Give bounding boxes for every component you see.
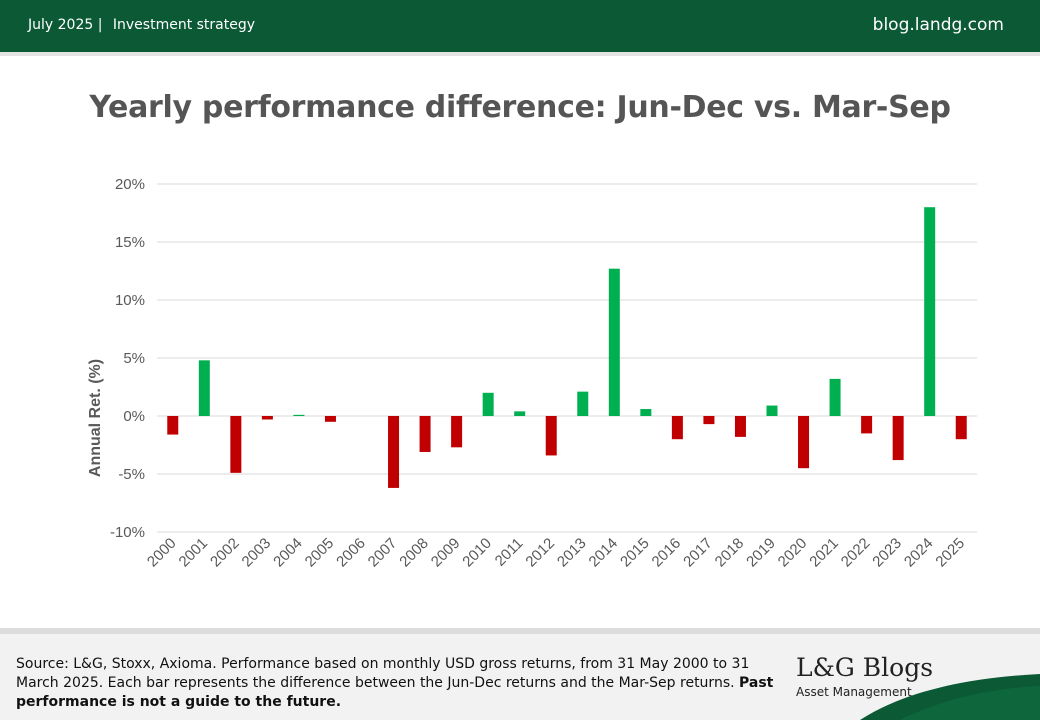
bar-2009 [451,416,463,448]
bar-2016 [671,416,683,440]
header-separator: | [97,17,103,33]
bar-2001 [198,360,210,416]
bar-layer [167,207,967,488]
x-tick-label: 2009 [428,535,464,571]
chart-title: Yearly performance difference: Jun-Dec v… [89,90,951,125]
bar-2019 [766,405,778,416]
x-tick-label: 2025 [932,535,968,571]
y-tick-label: -10% [110,524,145,541]
x-tick-label: 2010 [459,535,495,571]
label-layer: 20% 15% 10% 5% 0% -5% -10%20002001200220032004… [110,176,968,570]
bar-2023 [892,416,904,461]
source-text: Source: L&G, Stoxx, Axioma. Performance … [16,656,750,691]
x-tick-label: 2011 [492,535,527,570]
bar-2003 [261,416,273,420]
y-tick-label: 10% [115,292,145,309]
grid-layer [157,183,977,533]
bar-2018 [734,416,746,437]
disclaimer-text: Past performance is not a guide to the f… [16,675,774,710]
bar-2021 [829,378,841,416]
bar-2005 [324,416,336,422]
y-tick-label: 20% [115,176,145,193]
bar-2015 [640,409,652,416]
x-tick-label: 2016 [649,535,685,571]
bar-chart: 20% 15% 10% 5% 0% -5% -10%20002001200220032004… [87,176,977,570]
x-tick-label: 2001 [176,535,212,571]
bar-2017 [703,416,715,425]
bar-2002 [230,416,242,473]
bar-2024 [924,207,936,416]
bar-2012 [545,416,557,456]
bar-2000 [167,416,179,435]
bar-2013 [577,391,589,416]
footer-divider [0,628,1040,634]
x-tick-label: 2002 [207,535,243,571]
x-tick-label: 2008 [396,535,432,571]
header-site-link[interactable]: blog.landg.com [872,15,1004,35]
lg-blogs-logo: L&G Blogs Asset Management [796,653,934,700]
x-tick-label: 2019 [743,535,779,571]
header-bar: July 2025 | Investment strategy blog.lan… [0,0,1040,52]
x-tick-label: 2006 [333,535,369,571]
logo-swoosh-icon [860,674,1040,720]
x-tick-label: 2007 [365,535,401,571]
y-tick-label: -5% [118,466,145,483]
x-tick-label: 2021 [806,535,842,571]
x-tick-label: 2018 [712,535,748,571]
x-tick-label: 2017 [680,535,716,571]
bar-2020 [798,416,810,469]
x-tick-label: 2000 [144,535,180,571]
header-date: July 2025 [28,17,94,33]
y-tick-label: 0% [123,408,145,425]
x-tick-label: 2024 [901,535,937,571]
x-tick-label: 2015 [617,535,653,571]
x-tick-label: 2013 [554,535,590,571]
bar-2007 [388,416,400,488]
footer: Source: L&G, Stoxx, Axioma. Performance … [0,634,1040,720]
x-tick-label: 2003 [239,535,275,571]
x-tick-label: 2020 [775,535,811,571]
source-note: Source: L&G, Stoxx, Axioma. Performance … [16,655,786,712]
y-tick-label: 5% [123,350,145,367]
header-breadcrumb: July 2025 | Investment strategy [28,17,255,33]
bar-2004 [293,414,305,416]
logo-sub-text: Asset Management [796,685,912,699]
x-tick-label: 2022 [838,535,874,571]
logo-main-text: L&G Blogs [796,653,934,682]
header-category: Investment strategy [112,17,256,33]
bar-2014 [608,268,620,416]
y-tick-label: 15% [115,234,145,251]
x-tick-label: 2005 [302,535,338,571]
x-tick-label: 2012 [522,535,558,571]
bar-2022 [861,416,873,434]
bar-2010 [482,392,494,416]
bar-2011 [514,411,526,416]
x-tick-label: 2014 [586,535,622,571]
header-divider [0,52,1040,56]
bar-2025 [955,416,967,440]
x-tick-label: 2004 [270,535,306,571]
bar-2008 [419,416,431,452]
y-axis-label: Annual Ret. (%) [87,359,104,477]
x-tick-label: 2023 [869,535,905,571]
